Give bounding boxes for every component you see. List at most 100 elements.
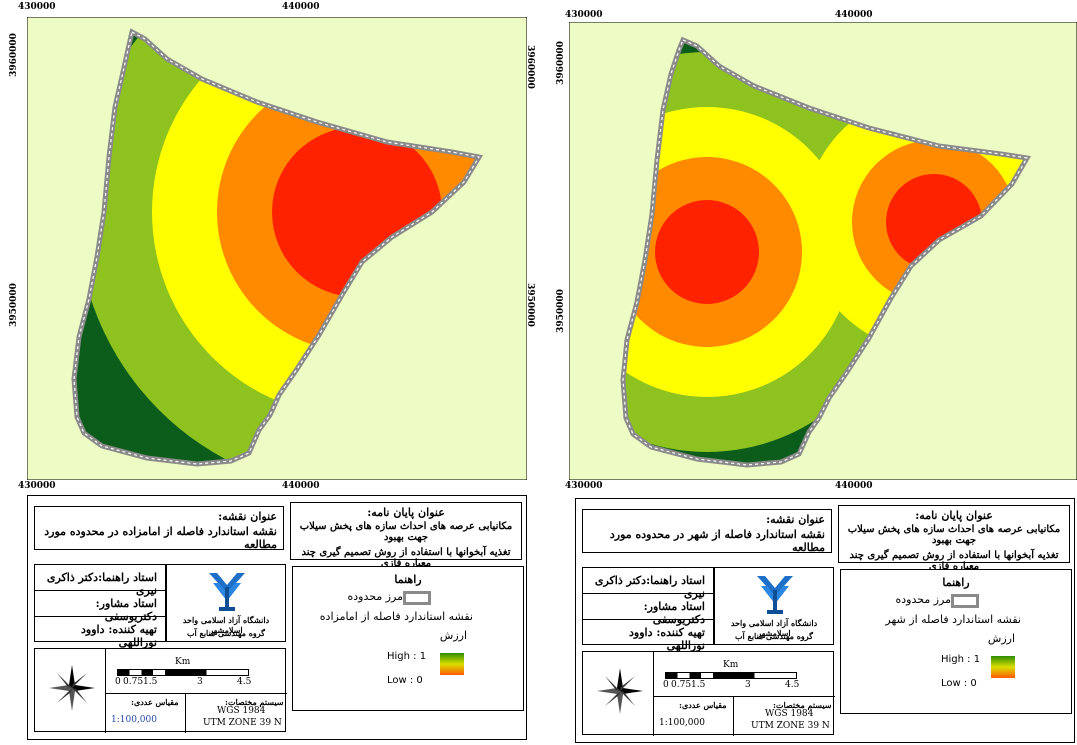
prepared-by: تهیه کننده: داوود نوراللهی (81, 623, 157, 649)
scale-tick: 1.5 (143, 677, 158, 687)
scale-tick: 0.75 (671, 680, 692, 690)
legend-heading: راهنما (942, 576, 970, 589)
scale-unit: Km (723, 660, 739, 670)
map-title-box: عنوان نقشه: نقشه استاندارد فاصله از امام… (34, 506, 284, 551)
map-frame (569, 22, 1077, 480)
x-tick-bottom-1: 430000 (565, 481, 603, 491)
university-box: دانشگاه آزاد اسلامی واحد اسلامشهر گروه م… (714, 567, 834, 645)
coord-heading: سیستم مختصات: (773, 700, 832, 710)
map-sheet-city: 430000 440000 3960000 3950000 430000 440… (547, 0, 1077, 745)
legend-color-ramp (440, 653, 464, 675)
scale-box: Km 0 0.75 1.5 3 4.5 مقیاس عددی: 1:100,00… (34, 648, 287, 733)
scale-tick: 4.5 (785, 680, 800, 690)
scale-tick: 3 (745, 680, 751, 690)
x-tick-bottom-1: 430000 (18, 481, 56, 491)
x-tick-top-1: 430000 (18, 2, 56, 12)
legend-color-ramp (991, 656, 1015, 678)
legend-value-label: ارزش (439, 629, 467, 642)
thesis-title-heading: عنوان پایان نامه: (367, 506, 445, 519)
legend-high-label: High : 1 (941, 654, 981, 665)
y-tick-left-top: 3960000 (555, 41, 566, 85)
university-logo-icon (757, 576, 793, 614)
scale-bar (665, 672, 797, 679)
advisor-second: استاد مشاور: دکتریوسفی (583, 594, 713, 626)
legend-low-label: Low : 0 (941, 678, 977, 689)
prepared-by: تهیه کننده: داوود نوراللهی (629, 626, 705, 652)
map-title-heading: عنوان نقشه: (218, 510, 277, 523)
coord-zone: UTM ZONE 39 N (203, 718, 282, 728)
map-title: نقشه استاندارد فاصله از شهر در محدوده مو… (609, 528, 825, 554)
thesis-title-box: عنوان پایان نامه: مکانیابی عرصه های احدا… (838, 505, 1070, 572)
university-logo-icon (209, 573, 245, 611)
credits-box: استاد راهنما:دکتر ذاکری نیری استاد مشاور… (34, 564, 166, 649)
scale-bar (117, 669, 249, 676)
legend-value-label: ارزش (987, 632, 1015, 645)
boundary-symbol-icon (403, 591, 431, 605)
north-arrow-icon (597, 668, 643, 714)
legend-layer-label: نقشه استاندارد فاصله از امامزاده (319, 610, 473, 623)
map-title-box: عنوان نقشه: نقشه استاندارد فاصله از شهر … (582, 509, 832, 554)
legend-low-label: Low : 0 (387, 675, 423, 686)
coord-heading: سیستم مختصات: (225, 697, 284, 707)
thesis-title-line2: تغذیه آبخوانها با استفاده از روش تصمیم گ… (849, 550, 1059, 572)
scale-divider (105, 649, 106, 733)
distance-map-emamzadeh (27, 17, 527, 480)
scale-unit: Km (175, 657, 191, 667)
y-tick-left-top: 3960000 (8, 33, 19, 77)
scale-tick: 0.75 (123, 677, 144, 687)
department-name: گروه مهندسی منابع آب (187, 628, 265, 638)
thesis-title-line1: مکانیابی عرصه های احداث سازه های پخش سیل… (847, 524, 1061, 546)
scale-tick: 4.5 (237, 677, 252, 687)
scale-heading: مقیاس عددی: (679, 700, 727, 710)
scale-rule-vertical (185, 693, 186, 733)
university-name: دانشگاه آزاد اسلامی واحد اسلامشهر (730, 618, 818, 638)
legend-layer-label: نقشه استاندارد فاصله از شهر (885, 613, 1021, 626)
scale-heading: مقیاس عددی: (131, 697, 179, 707)
y-tick-left-mid: 3950000 (8, 283, 19, 327)
scale-tick: 1.5 (691, 680, 706, 690)
thesis-title-line1: مکانیابی عرصه های احداث سازه های پخش سیل… (299, 521, 513, 543)
scale-tick: 0 (115, 677, 121, 687)
scale-tick: 3 (197, 677, 203, 687)
legend-boundary-label: مرز محدوده (895, 593, 951, 606)
thesis-title-heading: عنوان پایان نامه: (915, 509, 993, 522)
thesis-title-box: عنوان پایان نامه: مکانیابی عرصه های احدا… (290, 502, 522, 569)
university-name: دانشگاه آزاد اسلامی واحد اسلامشهر (182, 615, 270, 635)
scale-rule (653, 696, 835, 697)
legend-heading: راهنما (394, 573, 422, 586)
x-tick-bottom-2: 440000 (282, 481, 320, 491)
advisor-main: استاد راهنما:دکتر ذاکری نیری (35, 565, 165, 597)
north-arrow-icon (49, 665, 95, 711)
scale-value: 1:100,000 (659, 718, 705, 728)
department-name: گروه مهندسی منابع آب (735, 631, 813, 641)
x-tick-bottom-2: 440000 (835, 481, 873, 491)
map-layout-box: عنوان پایان نامه: مکانیابی عرصه های احدا… (27, 495, 527, 740)
distance-map-city (569, 22, 1077, 480)
legend-box: راهنما مرز محدوده نقشه استاندارد فاصله ا… (840, 569, 1072, 714)
map-title: نقشه استاندارد فاصله از امامزاده در محدو… (44, 525, 277, 551)
scale-box: Km 0 0.75 1.5 3 4.5 مقیاس عددی: 1:100,00… (582, 651, 835, 736)
scale-value: 1:100,000 (111, 715, 157, 725)
legend-box: راهنما مرز محدوده نقشه استاندارد فاصله ا… (292, 566, 524, 711)
legend-high-label: High : 1 (387, 651, 427, 662)
map-title-heading: عنوان نقشه: (766, 513, 825, 526)
scale-divider (653, 652, 654, 736)
coord-datum: WGS 1984 (765, 709, 814, 719)
advisor-second: استاد مشاور: دکتریوسفی (35, 591, 165, 623)
university-box: دانشگاه آزاد اسلامی واحد اسلامشهر گروه م… (166, 564, 286, 642)
x-tick-top-1: 430000 (565, 10, 603, 20)
scale-rule (105, 693, 287, 694)
advisor-main: استاد راهنما:دکتر ذاکری نیری (583, 568, 713, 600)
scale-rule-vertical (733, 696, 734, 736)
y-tick-left-mid: 3950000 (555, 289, 566, 333)
scale-tick: 0 (663, 680, 669, 690)
legend-boundary-label: مرز محدوده (347, 590, 403, 603)
coord-zone: UTM ZONE 39 N (751, 721, 830, 731)
boundary-symbol-icon (951, 594, 979, 608)
thesis-title-line2: تغذیه آبخوانها با استفاده از روش تصمیم گ… (301, 547, 511, 569)
map-sheet-emamzadeh: 430000 440000 3960000 3950000 3960000 39… (0, 0, 535, 745)
coord-datum: WGS 1984 (217, 706, 266, 716)
map-layout-box: عنوان پایان نامه: مکانیابی عرصه های احدا… (575, 498, 1075, 743)
credits-box: استاد راهنما:دکتر ذاکری نیری استاد مشاور… (582, 567, 714, 652)
x-tick-top-2: 440000 (835, 10, 873, 20)
